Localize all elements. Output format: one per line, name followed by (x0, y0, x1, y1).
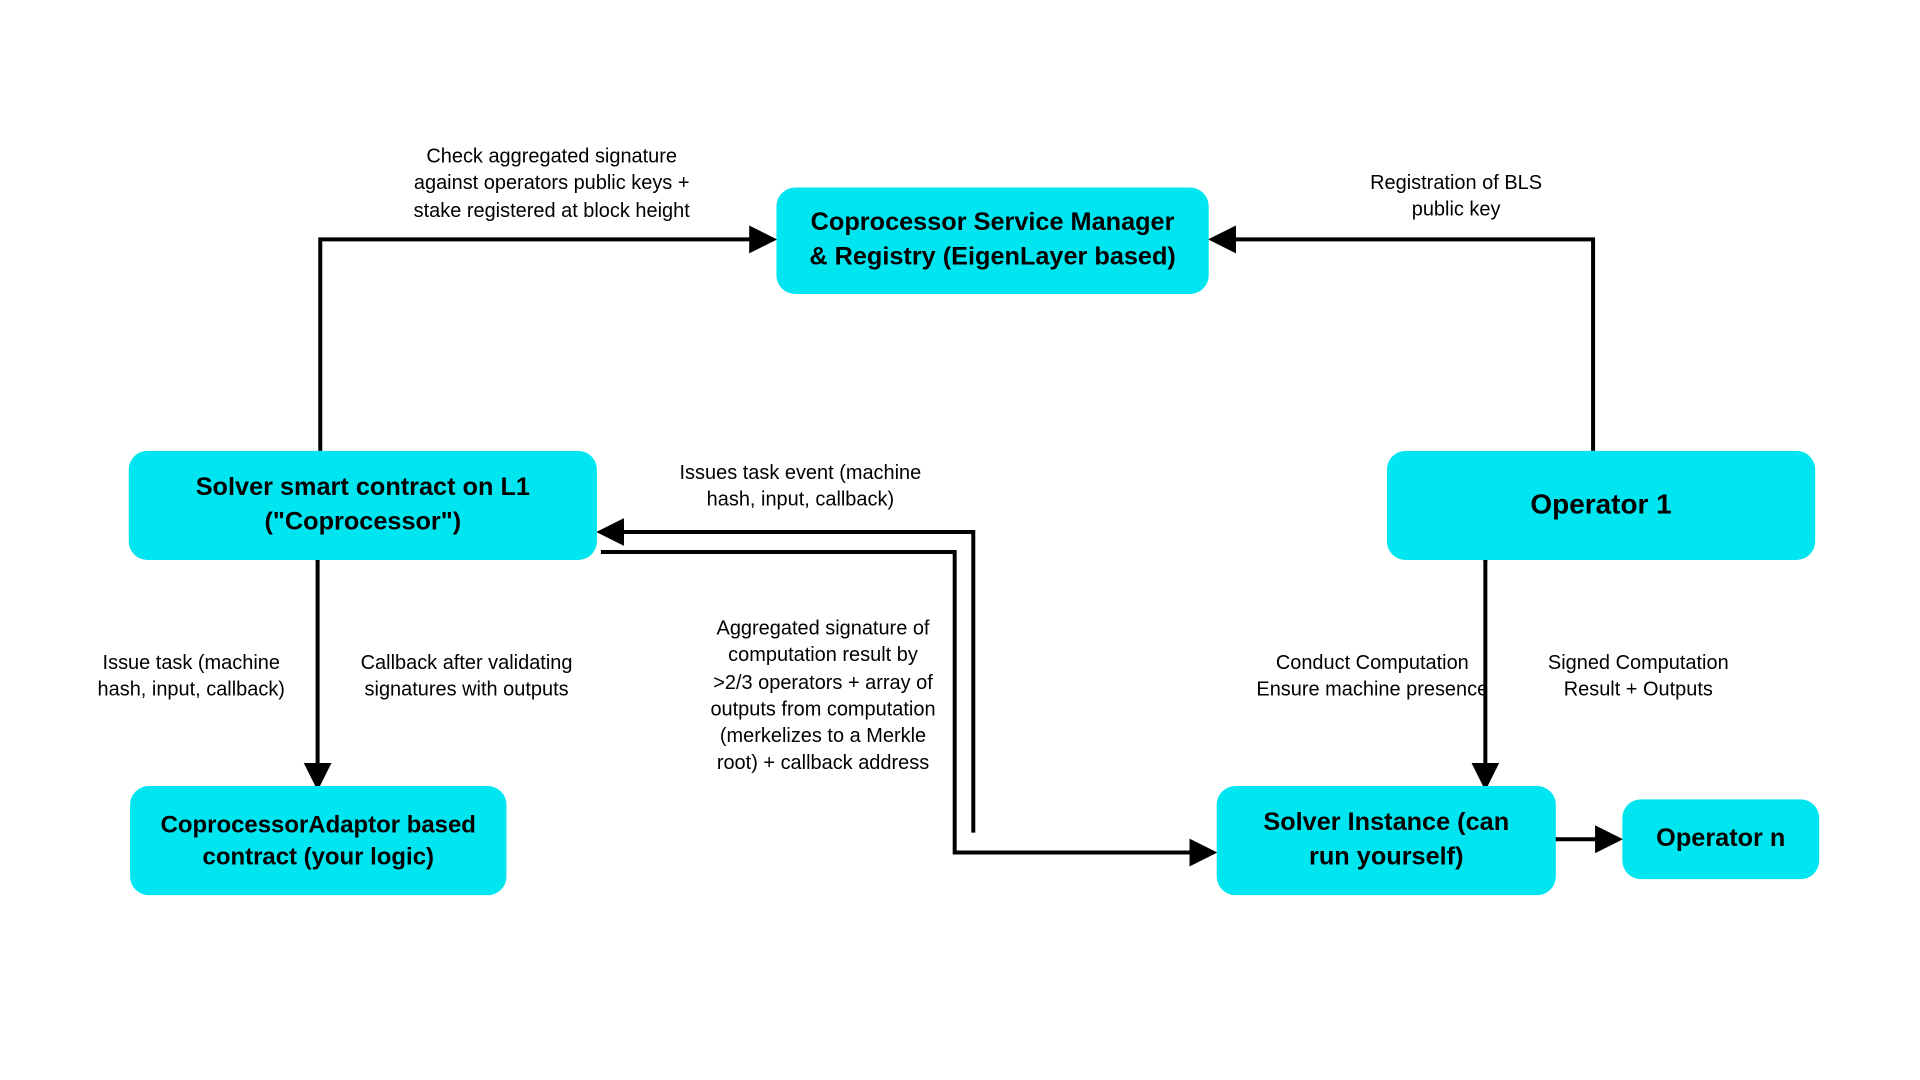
label-callback: Callback after validating signatures wit… (334, 650, 600, 704)
node-adaptor: CoprocessorAdaptor based contract (your … (130, 786, 506, 895)
label-aggregated-signature: Aggregated signature of computation resu… (670, 616, 976, 778)
label-check-signature: Check aggregated signature against opera… (372, 144, 731, 225)
node-operator-n: Operator n (1622, 799, 1819, 879)
edge-operator1_to_registry (1213, 239, 1593, 450)
label-registration-bls: Registration of BLS public key (1336, 170, 1575, 224)
node-operator-1-text: Operator 1 (1530, 487, 1671, 525)
node-solver-l1-text: Solver smart contract on L1 ("Coprocesso… (153, 471, 573, 539)
node-operator-1: Operator 1 (1387, 451, 1815, 560)
node-solver-l1: Solver smart contract on L1 ("Coprocesso… (129, 451, 597, 560)
edge-solver_to_registry (320, 239, 772, 450)
label-conduct-computation: Conduct Computation Ensure machine prese… (1239, 650, 1505, 704)
label-signed-result: Signed Computation Result + Outputs (1519, 650, 1758, 704)
label-issue-task: Issue task (machine hash, input, callbac… (72, 650, 311, 704)
node-registry-text: Coprocessor Service Manager & Registry (… (800, 207, 1184, 275)
node-operator-n-text: Operator n (1656, 822, 1785, 856)
node-solver-instance: Solver Instance (can run yourself) (1217, 786, 1556, 895)
node-registry: Coprocessor Service Manager & Registry (… (776, 188, 1208, 294)
node-adaptor-text: CoprocessorAdaptor based contract (your … (154, 808, 483, 873)
label-issues-task-event: Issues task event (machine hash, input, … (647, 460, 953, 514)
diagram-canvas: Coprocessor Service Manager & Registry (… (2, 1, 1917, 1078)
node-solver-instance-text: Solver Instance (can run yourself) (1241, 806, 1532, 874)
